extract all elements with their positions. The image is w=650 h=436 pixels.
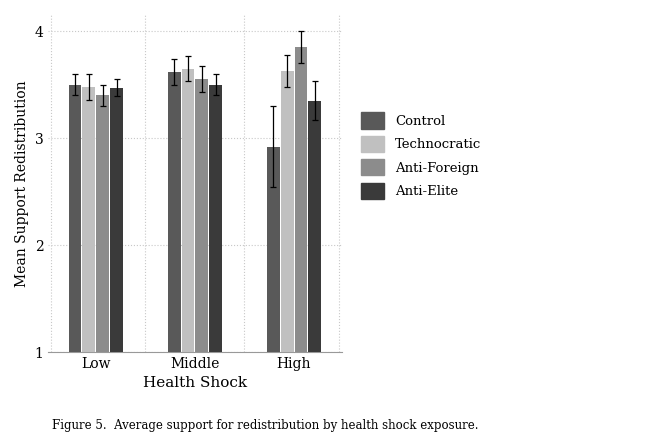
- Bar: [266, 146, 280, 352]
- Bar: [196, 79, 208, 352]
- X-axis label: Health Shock: Health Shock: [143, 376, 247, 391]
- Bar: [209, 85, 222, 352]
- Legend: Control, Technocratic, Anti-Foreign, Anti-Elite: Control, Technocratic, Anti-Foreign, Ant…: [354, 106, 488, 205]
- Y-axis label: Mean Support Redistribution: Mean Support Redistribution: [15, 80, 29, 287]
- Bar: [281, 71, 294, 352]
- Text: Figure 5.  Average support for redistribution by health shock exposure.: Figure 5. Average support for redistribu…: [52, 419, 478, 432]
- Bar: [69, 85, 81, 352]
- Bar: [294, 47, 307, 352]
- Bar: [168, 72, 181, 352]
- Bar: [181, 68, 194, 352]
- Bar: [111, 88, 123, 352]
- Bar: [308, 101, 321, 352]
- Bar: [96, 95, 109, 352]
- Bar: [83, 87, 96, 352]
